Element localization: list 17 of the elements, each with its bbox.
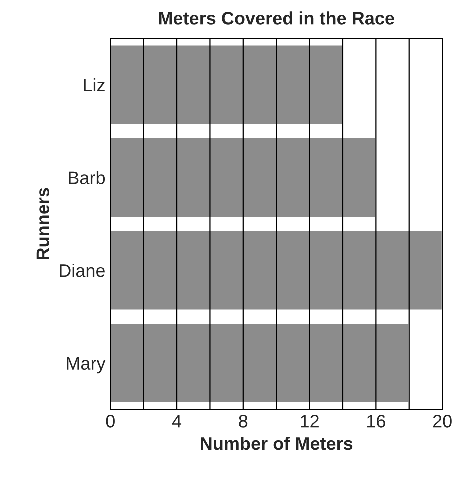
y-tick-label: Barb: [69, 171, 106, 184]
x-tick-label: 8: [239, 415, 248, 428]
x-tick-label: 0: [106, 415, 115, 428]
bar: [110, 137, 377, 218]
bar: [110, 230, 443, 312]
y-tick-label: Diane: [60, 264, 105, 278]
bar: [110, 44, 344, 126]
chart-title: Meters Covered in the Race: [159, 12, 394, 25]
x-tick-label: 12: [301, 415, 319, 428]
y-tick-label: Mary: [67, 357, 106, 374]
x-tick-label: 16: [368, 415, 386, 428]
x-tick-label: 20: [433, 415, 452, 428]
x-axis-title: Number of Meters: [201, 436, 353, 450]
bar: [110, 322, 410, 404]
x-tick-label: 4: [172, 415, 182, 428]
y-axis-title: Runners: [36, 188, 50, 260]
y-tick-label: Liz: [84, 78, 105, 92]
